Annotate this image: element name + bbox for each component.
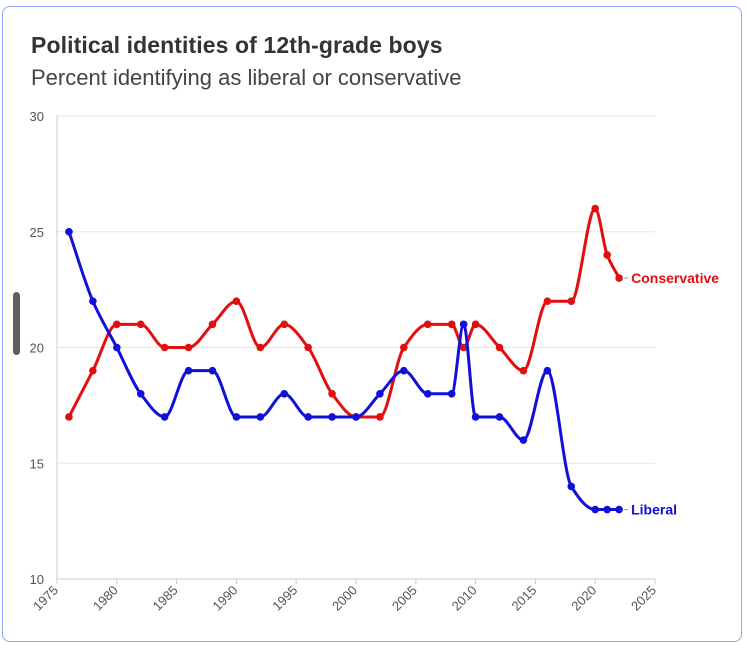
chart-subtitle: Percent identifying as liberal or conser… xyxy=(31,65,462,90)
x-tick-label: 1995 xyxy=(269,583,300,614)
conservative-point[interactable] xyxy=(136,320,145,329)
x-tick-label: 2010 xyxy=(449,583,480,614)
x-tick-label: 2015 xyxy=(508,583,539,614)
liberal-point[interactable] xyxy=(304,413,312,421)
liberal-point[interactable] xyxy=(423,390,432,398)
liberal-point[interactable] xyxy=(376,390,384,398)
x-tick-label: 2025 xyxy=(628,583,659,614)
conservative-point[interactable] xyxy=(603,251,611,259)
scrollbar-handle[interactable] xyxy=(13,292,20,355)
liberal-point[interactable] xyxy=(256,413,265,421)
liberal-point[interactable] xyxy=(136,390,145,398)
x-tick-label: 1975 xyxy=(30,583,61,614)
conservative-point[interactable] xyxy=(400,343,408,352)
liberal-series-label: Liberal xyxy=(631,502,677,518)
liberal-point[interactable] xyxy=(567,482,576,491)
y-tick-label: 25 xyxy=(30,225,44,240)
liberal-point[interactable] xyxy=(447,390,456,398)
liberal-point[interactable] xyxy=(459,320,468,329)
liberal-point[interactable] xyxy=(400,366,408,375)
conservative-point[interactable] xyxy=(184,343,193,352)
series-lines xyxy=(65,204,623,514)
y-tick-label: 15 xyxy=(30,456,44,471)
y-tick-label: 30 xyxy=(30,109,44,124)
liberal-point[interactable] xyxy=(615,505,623,514)
liberal-point[interactable] xyxy=(352,413,360,421)
conservative-point[interactable] xyxy=(459,343,468,352)
conservative-series-label: Conservative xyxy=(631,270,719,286)
liberal-point[interactable] xyxy=(543,366,552,375)
liberal-point[interactable] xyxy=(471,413,480,421)
liberal-point[interactable] xyxy=(232,413,241,421)
conservative-point[interactable] xyxy=(256,343,265,352)
conservative-point[interactable] xyxy=(328,390,336,398)
conservative-point[interactable] xyxy=(615,274,623,282)
x-tick-label: 1985 xyxy=(150,583,181,614)
liberal-point[interactable] xyxy=(591,505,599,514)
conservative-point[interactable] xyxy=(447,320,456,329)
chart-title: Political identities of 12th-grade boys xyxy=(31,32,443,58)
conservative-point[interactable] xyxy=(65,413,73,421)
liberal-point[interactable] xyxy=(160,413,169,421)
y-tick-label: 10 xyxy=(30,572,44,587)
liberal-point[interactable] xyxy=(184,366,193,375)
conservative-point[interactable] xyxy=(495,343,504,352)
x-tick-label: 2020 xyxy=(568,583,599,614)
liberal-point[interactable] xyxy=(328,413,336,421)
conservative-point[interactable] xyxy=(376,413,384,421)
conservative-point[interactable] xyxy=(471,320,480,329)
x-tick-label: 1990 xyxy=(209,583,240,614)
liberal-point[interactable] xyxy=(208,366,217,375)
conservative-point[interactable] xyxy=(567,297,576,306)
liberal-point[interactable] xyxy=(280,390,289,398)
conservative-point[interactable] xyxy=(113,320,121,329)
grid-lines xyxy=(57,115,655,464)
x-tick-label: 1980 xyxy=(90,583,121,614)
liberal-point[interactable] xyxy=(65,227,73,236)
liberal-point[interactable] xyxy=(89,297,97,306)
conservative-point[interactable] xyxy=(208,320,217,329)
conservative-point[interactable] xyxy=(543,297,552,306)
conservative-point[interactable] xyxy=(232,297,241,306)
conservative-point[interactable] xyxy=(280,320,289,329)
x-tick-label: 2000 xyxy=(329,583,360,614)
liberal-point[interactable] xyxy=(519,436,528,444)
liberal-line xyxy=(67,230,621,512)
liberal-point[interactable] xyxy=(495,413,504,421)
liberal-point[interactable] xyxy=(113,343,121,352)
liberal-point[interactable] xyxy=(603,505,611,514)
conservative-point[interactable] xyxy=(160,343,169,352)
conservative-point[interactable] xyxy=(304,343,312,352)
conservative-point[interactable] xyxy=(591,204,599,213)
y-tick-label: 20 xyxy=(30,341,44,356)
conservative-line xyxy=(67,207,621,419)
series-labels: Conservative Liberal xyxy=(624,270,719,518)
x-tick-label: 2005 xyxy=(389,583,420,614)
conservative-point[interactable] xyxy=(519,366,528,375)
conservative-point[interactable] xyxy=(89,366,97,375)
conservative-point[interactable] xyxy=(423,320,432,329)
